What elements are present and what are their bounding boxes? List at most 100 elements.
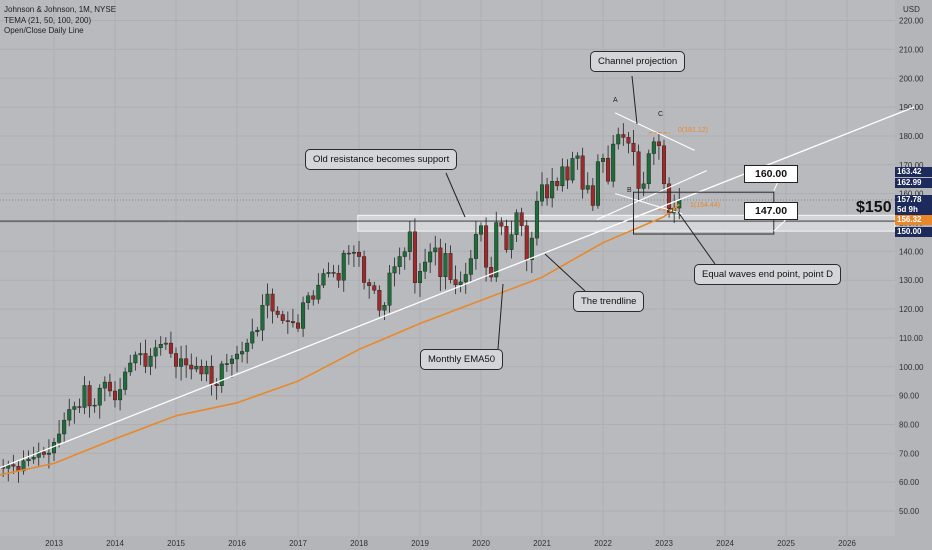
candle-body <box>595 161 600 206</box>
candle-body <box>77 406 82 408</box>
candle-body <box>362 256 367 283</box>
candle-body <box>346 252 351 255</box>
axis-tag-high: 163.42 <box>895 167 932 177</box>
candle-body <box>102 381 107 389</box>
y-tick-label: 110.00 <box>899 334 923 343</box>
x-tick-label: 2021 <box>533 539 551 548</box>
x-tick-label: 2015 <box>167 539 185 548</box>
candle-body <box>529 237 534 260</box>
candle-body <box>611 143 616 182</box>
candle-body <box>636 151 641 189</box>
candle-body <box>270 293 275 312</box>
candle-body <box>123 371 128 390</box>
candle-body <box>138 353 143 356</box>
candle-body <box>662 145 667 185</box>
candle-body <box>357 252 362 257</box>
candle-body <box>296 322 301 329</box>
candle-body <box>433 247 438 253</box>
candle-body <box>107 381 112 392</box>
point-d-label: D <box>668 208 674 215</box>
y-tick-label: 50.00 <box>899 507 920 516</box>
axis-tag-open: 162.99 <box>895 178 932 188</box>
candle-body <box>158 344 163 348</box>
candle-body <box>189 364 194 370</box>
target-price-upper: 160.00 <box>744 165 799 183</box>
candle-body <box>423 261 428 272</box>
legend-symbol[interactable]: Johnson & Johnson, 1M, NYSE <box>4 5 117 14</box>
candle-body <box>473 234 478 259</box>
candle-body <box>677 199 682 209</box>
candle-body <box>387 272 392 306</box>
candle-body <box>448 253 453 280</box>
candle-body <box>97 387 102 406</box>
candle-body <box>499 222 504 227</box>
candle-body <box>367 282 372 286</box>
candle-body <box>555 181 560 187</box>
y-tick-label: 210.00 <box>899 45 924 54</box>
candle-body <box>301 302 306 329</box>
point-c-label: C <box>658 111 664 118</box>
candle-body <box>641 183 646 189</box>
x-tick-label: 2024 <box>716 539 734 548</box>
candle-body <box>255 329 260 333</box>
candle-body <box>458 281 463 286</box>
candle-body <box>168 342 173 354</box>
axis-tag-last: 157.78 <box>895 195 932 205</box>
point-b-label: B <box>627 187 632 194</box>
fib-bottom-label: 1(154.44) <box>690 202 720 209</box>
candle-body <box>504 226 509 250</box>
candle-body <box>575 155 580 159</box>
candle-body <box>219 363 224 386</box>
candle-body <box>240 351 245 355</box>
candle-body <box>377 290 382 311</box>
candle-body <box>550 181 555 199</box>
candle-body <box>128 362 133 373</box>
candle-body <box>280 314 285 321</box>
candle-body <box>418 271 423 283</box>
candle-body <box>621 134 626 138</box>
candle-body <box>590 185 595 206</box>
x-tick-label: 2019 <box>411 539 429 548</box>
time-axis <box>0 536 932 550</box>
candle-body <box>209 365 214 385</box>
pointer-equal-waves <box>677 211 716 265</box>
candle-body <box>402 251 407 257</box>
candle-body <box>87 385 92 407</box>
y-tick-label: 80.00 <box>899 420 920 429</box>
legend-indicator[interactable]: TEMA (21, 50, 100, 200) <box>4 15 92 25</box>
x-tick-label: 2025 <box>777 539 795 548</box>
candle-body <box>468 258 473 275</box>
candle-body <box>72 406 77 410</box>
candle-body <box>489 267 494 278</box>
candle-body <box>21 460 26 472</box>
candle-body <box>412 231 417 283</box>
candle-body <box>11 464 16 467</box>
candle-body <box>153 347 158 357</box>
candle-body <box>514 212 519 235</box>
x-tick-label: 2022 <box>594 539 612 548</box>
candle-body <box>438 247 443 277</box>
candle-body <box>601 157 606 162</box>
candle-body <box>545 184 550 199</box>
candle-body <box>560 166 565 187</box>
candle-body <box>163 342 168 345</box>
currency-label: USD <box>903 5 920 14</box>
candle-body <box>626 137 631 144</box>
y-tick-label: 160.00 <box>899 190 924 199</box>
candle-body <box>224 363 229 365</box>
candle-body <box>118 389 123 401</box>
y-tick-label: 60.00 <box>899 478 920 487</box>
callout-channel-projection: Channel projection <box>590 51 686 72</box>
candle-body <box>494 222 499 278</box>
support-price-label: $150 <box>856 199 892 216</box>
candle-body <box>194 365 199 370</box>
legend-line[interactable]: Open/Close Daily Line <box>4 26 84 35</box>
candle-body <box>112 390 117 401</box>
candle-body <box>321 273 326 286</box>
point-a-label: A <box>613 97 618 104</box>
candle-body <box>41 451 46 455</box>
y-tick-label: 70.00 <box>899 449 920 458</box>
candle-body <box>443 253 448 277</box>
candle-body <box>616 134 621 145</box>
legend: Johnson & Johnson, 1M, NYSE TEMA (21, 50… <box>4 5 116 37</box>
